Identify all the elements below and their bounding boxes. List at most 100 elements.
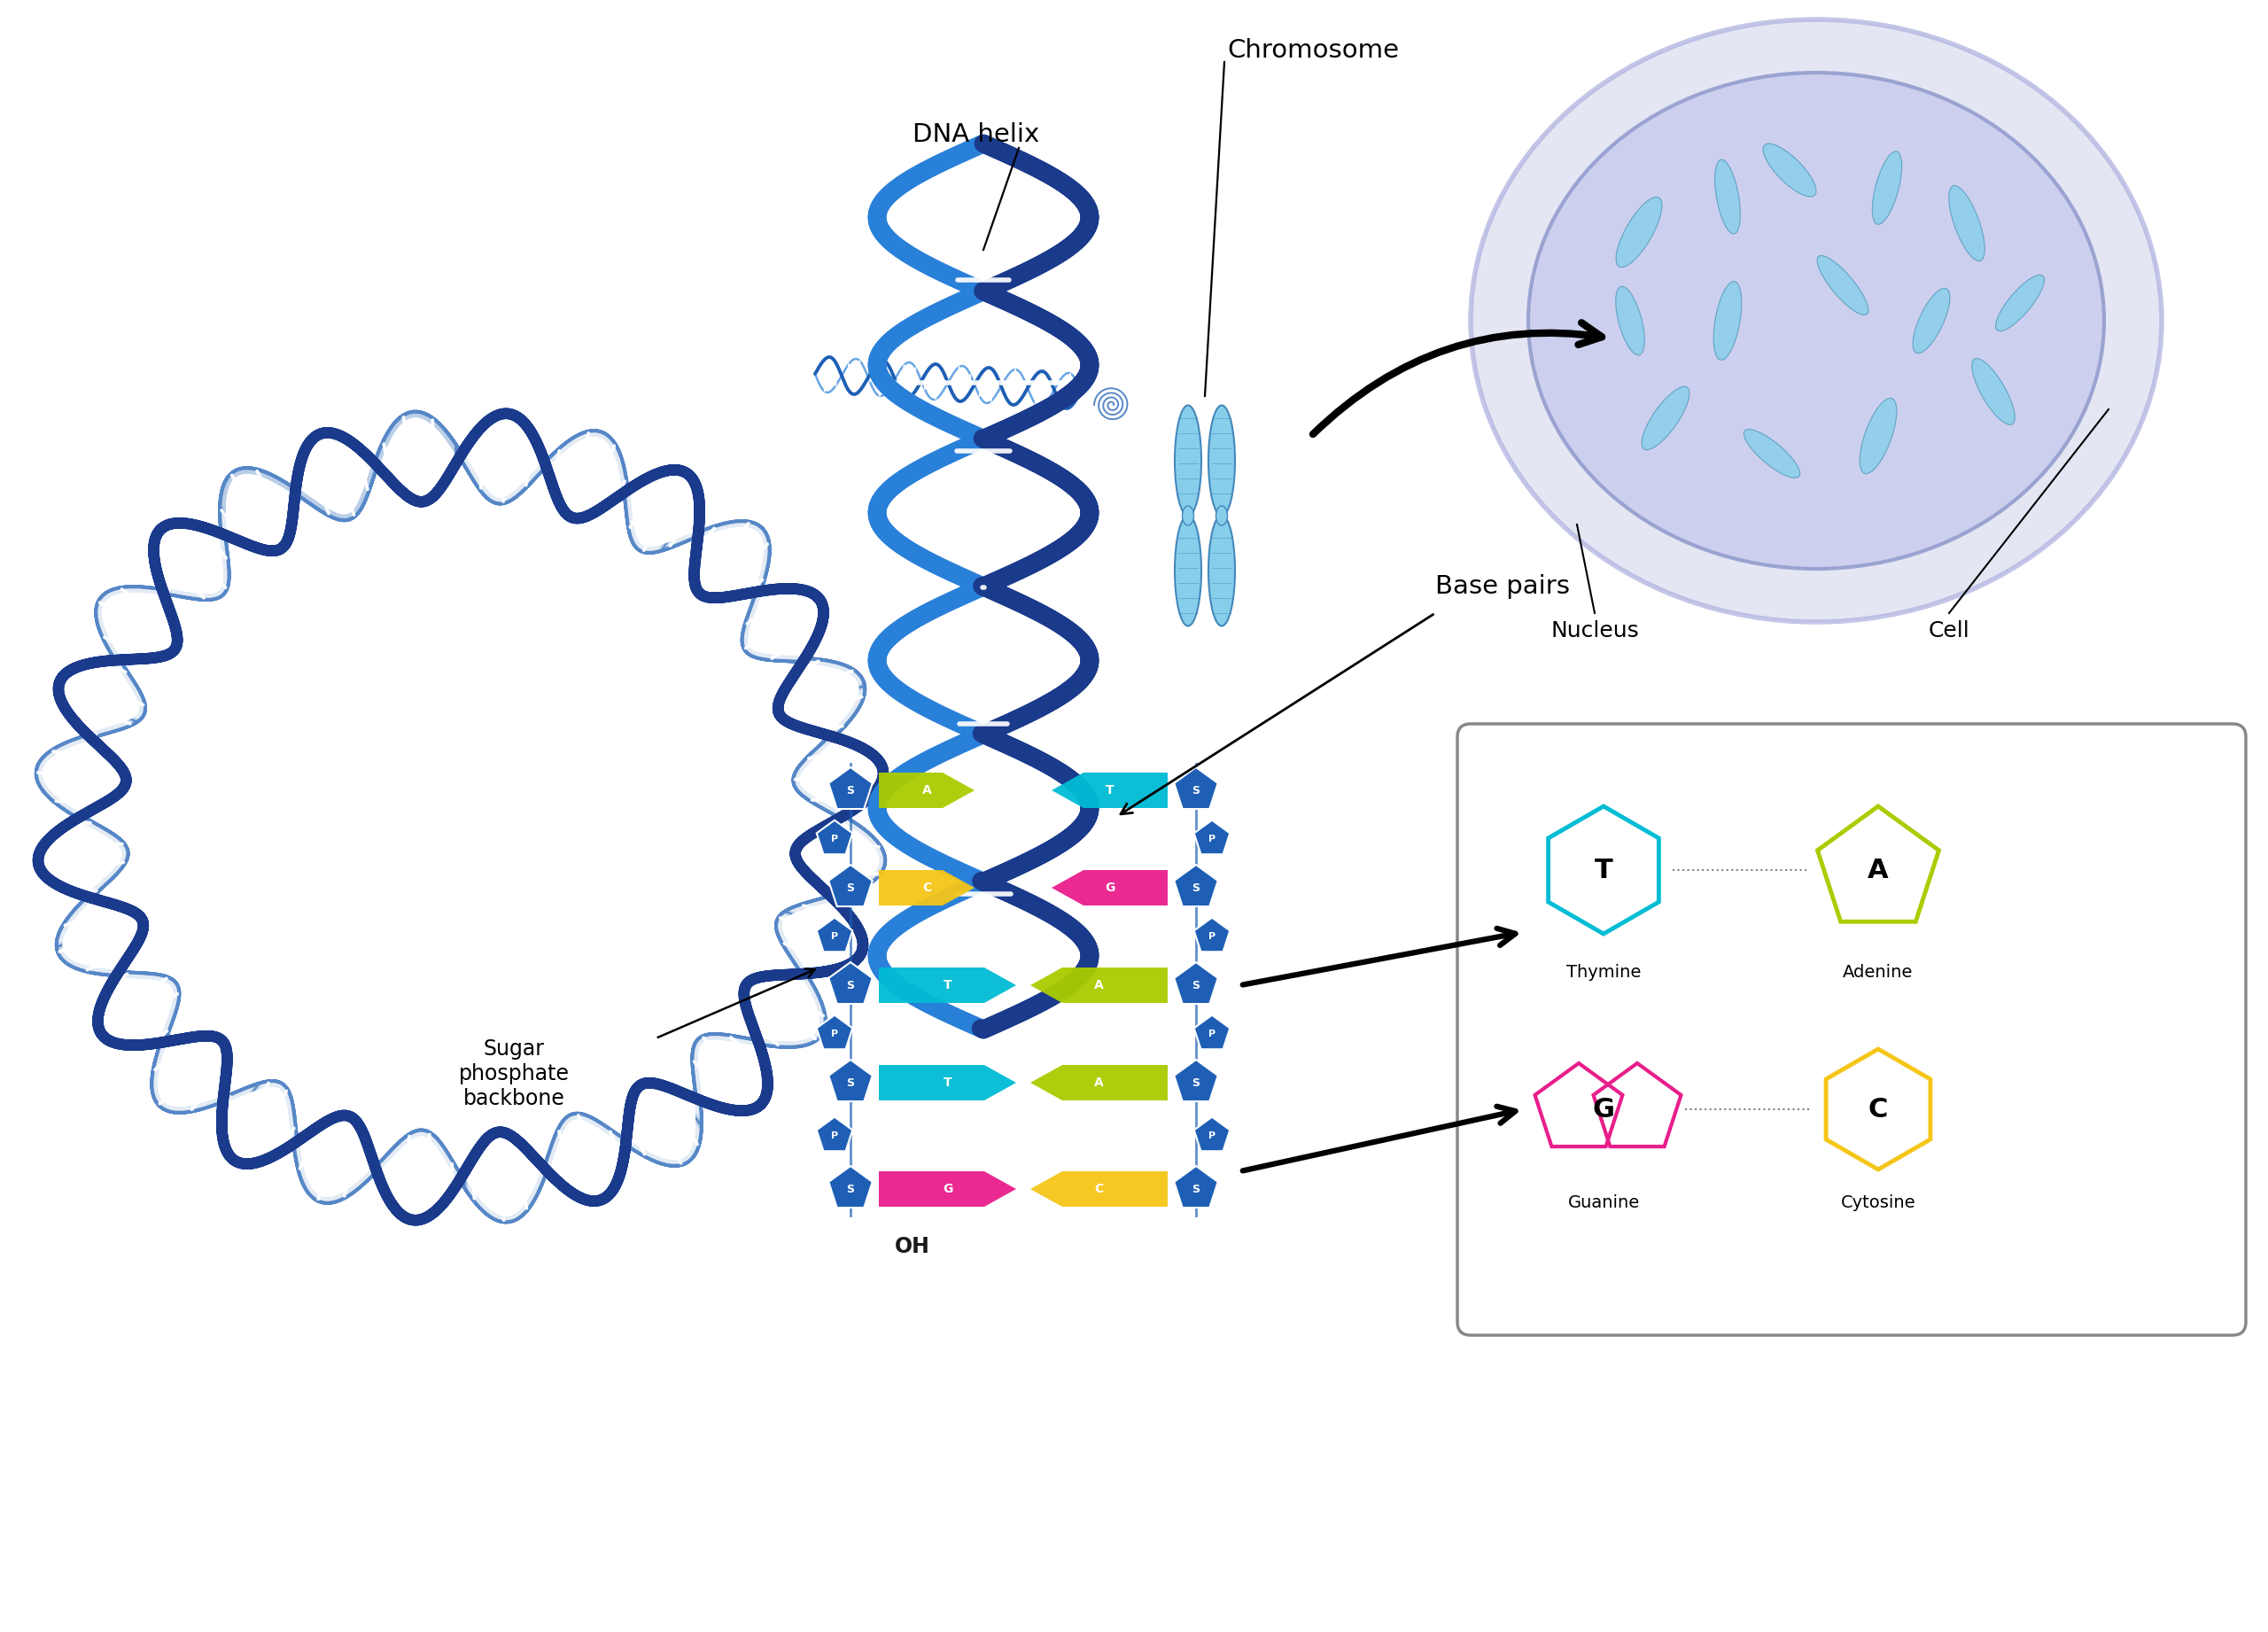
Polygon shape <box>678 914 864 1121</box>
Ellipse shape <box>1744 429 1801 478</box>
Text: A: A <box>1093 1077 1105 1089</box>
Text: Cell: Cell <box>1928 620 1971 641</box>
Polygon shape <box>816 1116 853 1151</box>
Polygon shape <box>460 413 699 552</box>
Ellipse shape <box>1860 398 1896 473</box>
Ellipse shape <box>1642 387 1690 450</box>
FancyBboxPatch shape <box>1458 725 2245 1335</box>
Ellipse shape <box>1529 73 2105 570</box>
Text: G: G <box>943 1183 953 1195</box>
Text: P: P <box>1209 932 1216 942</box>
Text: S: S <box>1193 1077 1200 1089</box>
Ellipse shape <box>1209 405 1236 516</box>
Polygon shape <box>816 917 853 951</box>
Ellipse shape <box>1971 359 2014 424</box>
Ellipse shape <box>1996 274 2043 331</box>
Text: Nucleus: Nucleus <box>1551 620 1640 641</box>
Polygon shape <box>458 413 699 552</box>
Polygon shape <box>222 1084 463 1221</box>
Polygon shape <box>828 865 873 906</box>
Text: C: C <box>1095 1183 1105 1195</box>
Polygon shape <box>1175 963 1218 1004</box>
Polygon shape <box>1175 1059 1218 1102</box>
Ellipse shape <box>1470 20 2161 622</box>
Text: T: T <box>943 979 953 991</box>
Text: P: P <box>830 932 839 942</box>
Text: S: S <box>1193 979 1200 991</box>
Polygon shape <box>1030 1172 1168 1206</box>
Text: G: G <box>1105 881 1114 894</box>
Text: Sugar
phosphate
backbone: Sugar phosphate backbone <box>458 1038 569 1110</box>
Polygon shape <box>467 1084 699 1221</box>
Polygon shape <box>1175 767 1218 809</box>
Text: S: S <box>846 979 855 991</box>
Text: T: T <box>943 1077 953 1089</box>
Text: P: P <box>830 1030 839 1038</box>
Polygon shape <box>780 687 882 934</box>
Text: C: C <box>1869 1097 1887 1123</box>
Polygon shape <box>39 697 138 943</box>
Text: S: S <box>846 1077 855 1089</box>
Text: S: S <box>1193 785 1200 796</box>
Ellipse shape <box>1216 506 1227 526</box>
Polygon shape <box>880 772 975 808</box>
Polygon shape <box>828 1165 873 1208</box>
Ellipse shape <box>1873 152 1903 224</box>
Polygon shape <box>1193 1116 1229 1151</box>
Polygon shape <box>782 690 882 935</box>
Polygon shape <box>225 1084 463 1221</box>
Text: P: P <box>1209 834 1216 844</box>
Polygon shape <box>222 413 456 552</box>
Ellipse shape <box>1175 405 1202 516</box>
Polygon shape <box>1030 968 1168 1004</box>
Text: S: S <box>1193 1183 1200 1195</box>
Text: P: P <box>1209 1030 1216 1038</box>
Ellipse shape <box>1912 289 1950 353</box>
Polygon shape <box>1030 1066 1168 1100</box>
Text: S: S <box>846 785 855 796</box>
Text: A: A <box>1869 857 1889 883</box>
Polygon shape <box>680 912 862 1118</box>
Ellipse shape <box>1615 286 1644 356</box>
Polygon shape <box>880 1066 1016 1100</box>
Polygon shape <box>1193 821 1229 854</box>
Text: Thymine: Thymine <box>1567 963 1642 981</box>
Text: A: A <box>1093 979 1105 991</box>
Text: P: P <box>830 1131 839 1141</box>
Polygon shape <box>880 870 975 906</box>
Text: S: S <box>1193 881 1200 894</box>
Ellipse shape <box>1948 186 1984 261</box>
Polygon shape <box>667 499 862 715</box>
Polygon shape <box>1175 865 1218 906</box>
Ellipse shape <box>1817 256 1869 315</box>
Text: T: T <box>1105 783 1114 796</box>
Text: Base pairs: Base pairs <box>1436 574 1569 599</box>
Text: P: P <box>1209 1131 1216 1141</box>
Ellipse shape <box>1617 197 1662 268</box>
Text: P: P <box>830 834 839 844</box>
Ellipse shape <box>1175 516 1202 627</box>
Polygon shape <box>39 700 141 945</box>
Polygon shape <box>1193 917 1229 951</box>
Polygon shape <box>880 1172 1016 1206</box>
Text: Guanine: Guanine <box>1567 1195 1640 1211</box>
Text: G: G <box>1592 1097 1615 1123</box>
Polygon shape <box>1052 870 1168 906</box>
Polygon shape <box>59 511 245 720</box>
Polygon shape <box>828 963 873 1004</box>
Ellipse shape <box>1762 144 1817 197</box>
Polygon shape <box>465 1084 699 1221</box>
Ellipse shape <box>1715 160 1740 233</box>
Text: C: C <box>923 881 932 894</box>
Polygon shape <box>1052 772 1168 808</box>
Ellipse shape <box>1209 516 1236 627</box>
Text: Cytosine: Cytosine <box>1842 1195 1916 1211</box>
Polygon shape <box>59 919 252 1133</box>
Polygon shape <box>59 514 243 720</box>
Polygon shape <box>828 767 873 809</box>
Text: Chromosome: Chromosome <box>1227 38 1399 64</box>
Text: Adenine: Adenine <box>1844 963 1914 981</box>
Text: T: T <box>1594 857 1613 883</box>
Text: S: S <box>846 1183 855 1195</box>
Polygon shape <box>816 821 853 854</box>
